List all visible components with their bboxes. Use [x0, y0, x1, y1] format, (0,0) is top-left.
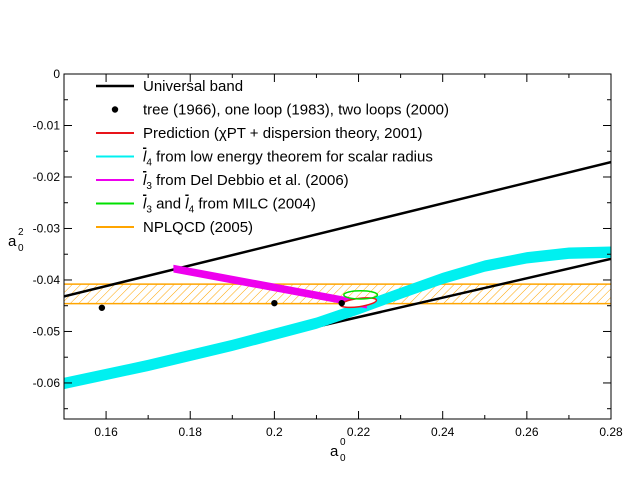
- y-tick-label: 0: [53, 67, 60, 81]
- y-tick-label: -0.01: [33, 118, 61, 132]
- legend-label: l3 and l4 from MILC (2004): [143, 196, 316, 216]
- universal-band-upper-line: [64, 160, 611, 298]
- legend-item-milc: l3 and l4 from MILC (2004): [96, 196, 316, 216]
- x-tick-label: 0.24: [431, 425, 455, 439]
- y-tick-label: -0.02: [33, 170, 61, 184]
- legend-item-prediction: Prediction (χPT + dispersion theory, 200…: [96, 125, 423, 142]
- y-tick-label: -0.04: [33, 273, 61, 287]
- npl-band-fill: [64, 284, 611, 304]
- del-debbio-band: [173, 264, 367, 309]
- legend-item-l4: l4 from low energy theorem for scalar ra…: [96, 149, 433, 169]
- x-tick-label: 0.18: [179, 425, 203, 439]
- legend-label: tree (1966), one loop (1983), two loops …: [143, 102, 449, 119]
- two-loop-point: [338, 299, 345, 307]
- legend: Universal band tree (1966), one loop (198…: [96, 78, 449, 236]
- x-tick-label: 0.2: [266, 425, 283, 439]
- y-axis-title: a: [8, 233, 17, 250]
- legend-label: NPLQCD (2005): [143, 219, 253, 236]
- plot-area: [64, 160, 611, 390]
- x-axis-title-sup: 0: [340, 437, 346, 448]
- legend-item-l3: l3 from Del Debbio et al. (2006): [96, 172, 349, 192]
- y-tick-label: -0.05: [33, 324, 61, 338]
- legend-label: l4 from low energy theorem for scalar ra…: [143, 149, 433, 169]
- x-axis: 0.16 0.18 0.2 0.22 0.24 0.26 0.28: [63, 74, 623, 439]
- x-axis-title: a: [330, 443, 339, 460]
- legend-marker: [111, 106, 119, 113]
- plot-frame: [63, 73, 612, 420]
- one-loop-point: [271, 299, 278, 307]
- x-tick-label: 0.26: [515, 425, 539, 439]
- x-axis-title-sub: 0: [340, 453, 346, 464]
- y-axis: 0 -0.01 -0.02 -0.03 -0.04 -0.05 -0.06: [33, 67, 611, 410]
- milc-ellipse: [343, 290, 379, 300]
- y-axis-title-sup: 2: [18, 227, 24, 238]
- tree-point: [98, 304, 106, 311]
- y-tick-label: -0.06: [33, 376, 61, 390]
- legend-label: Prediction (χPT + dispersion theory, 200…: [143, 125, 423, 142]
- scalar-radius-band: [64, 246, 611, 390]
- legend-label: Universal band: [143, 78, 243, 95]
- legend-item-tree: tree (1966), one loop (1983), two loops …: [111, 102, 449, 119]
- legend-label: l3 from Del Debbio et al. (2006): [143, 172, 349, 192]
- y-tick-label: -0.03: [33, 221, 61, 235]
- x-tick-label: 0.28: [599, 425, 623, 439]
- legend-item-universal: Universal band: [96, 78, 243, 95]
- legend-item-npl: NPLQCD (2005): [96, 219, 253, 236]
- y-axis-title-sub: 0: [18, 243, 24, 254]
- x-tick-label: 0.22: [347, 425, 371, 439]
- x-tick-label: 0.16: [94, 425, 118, 439]
